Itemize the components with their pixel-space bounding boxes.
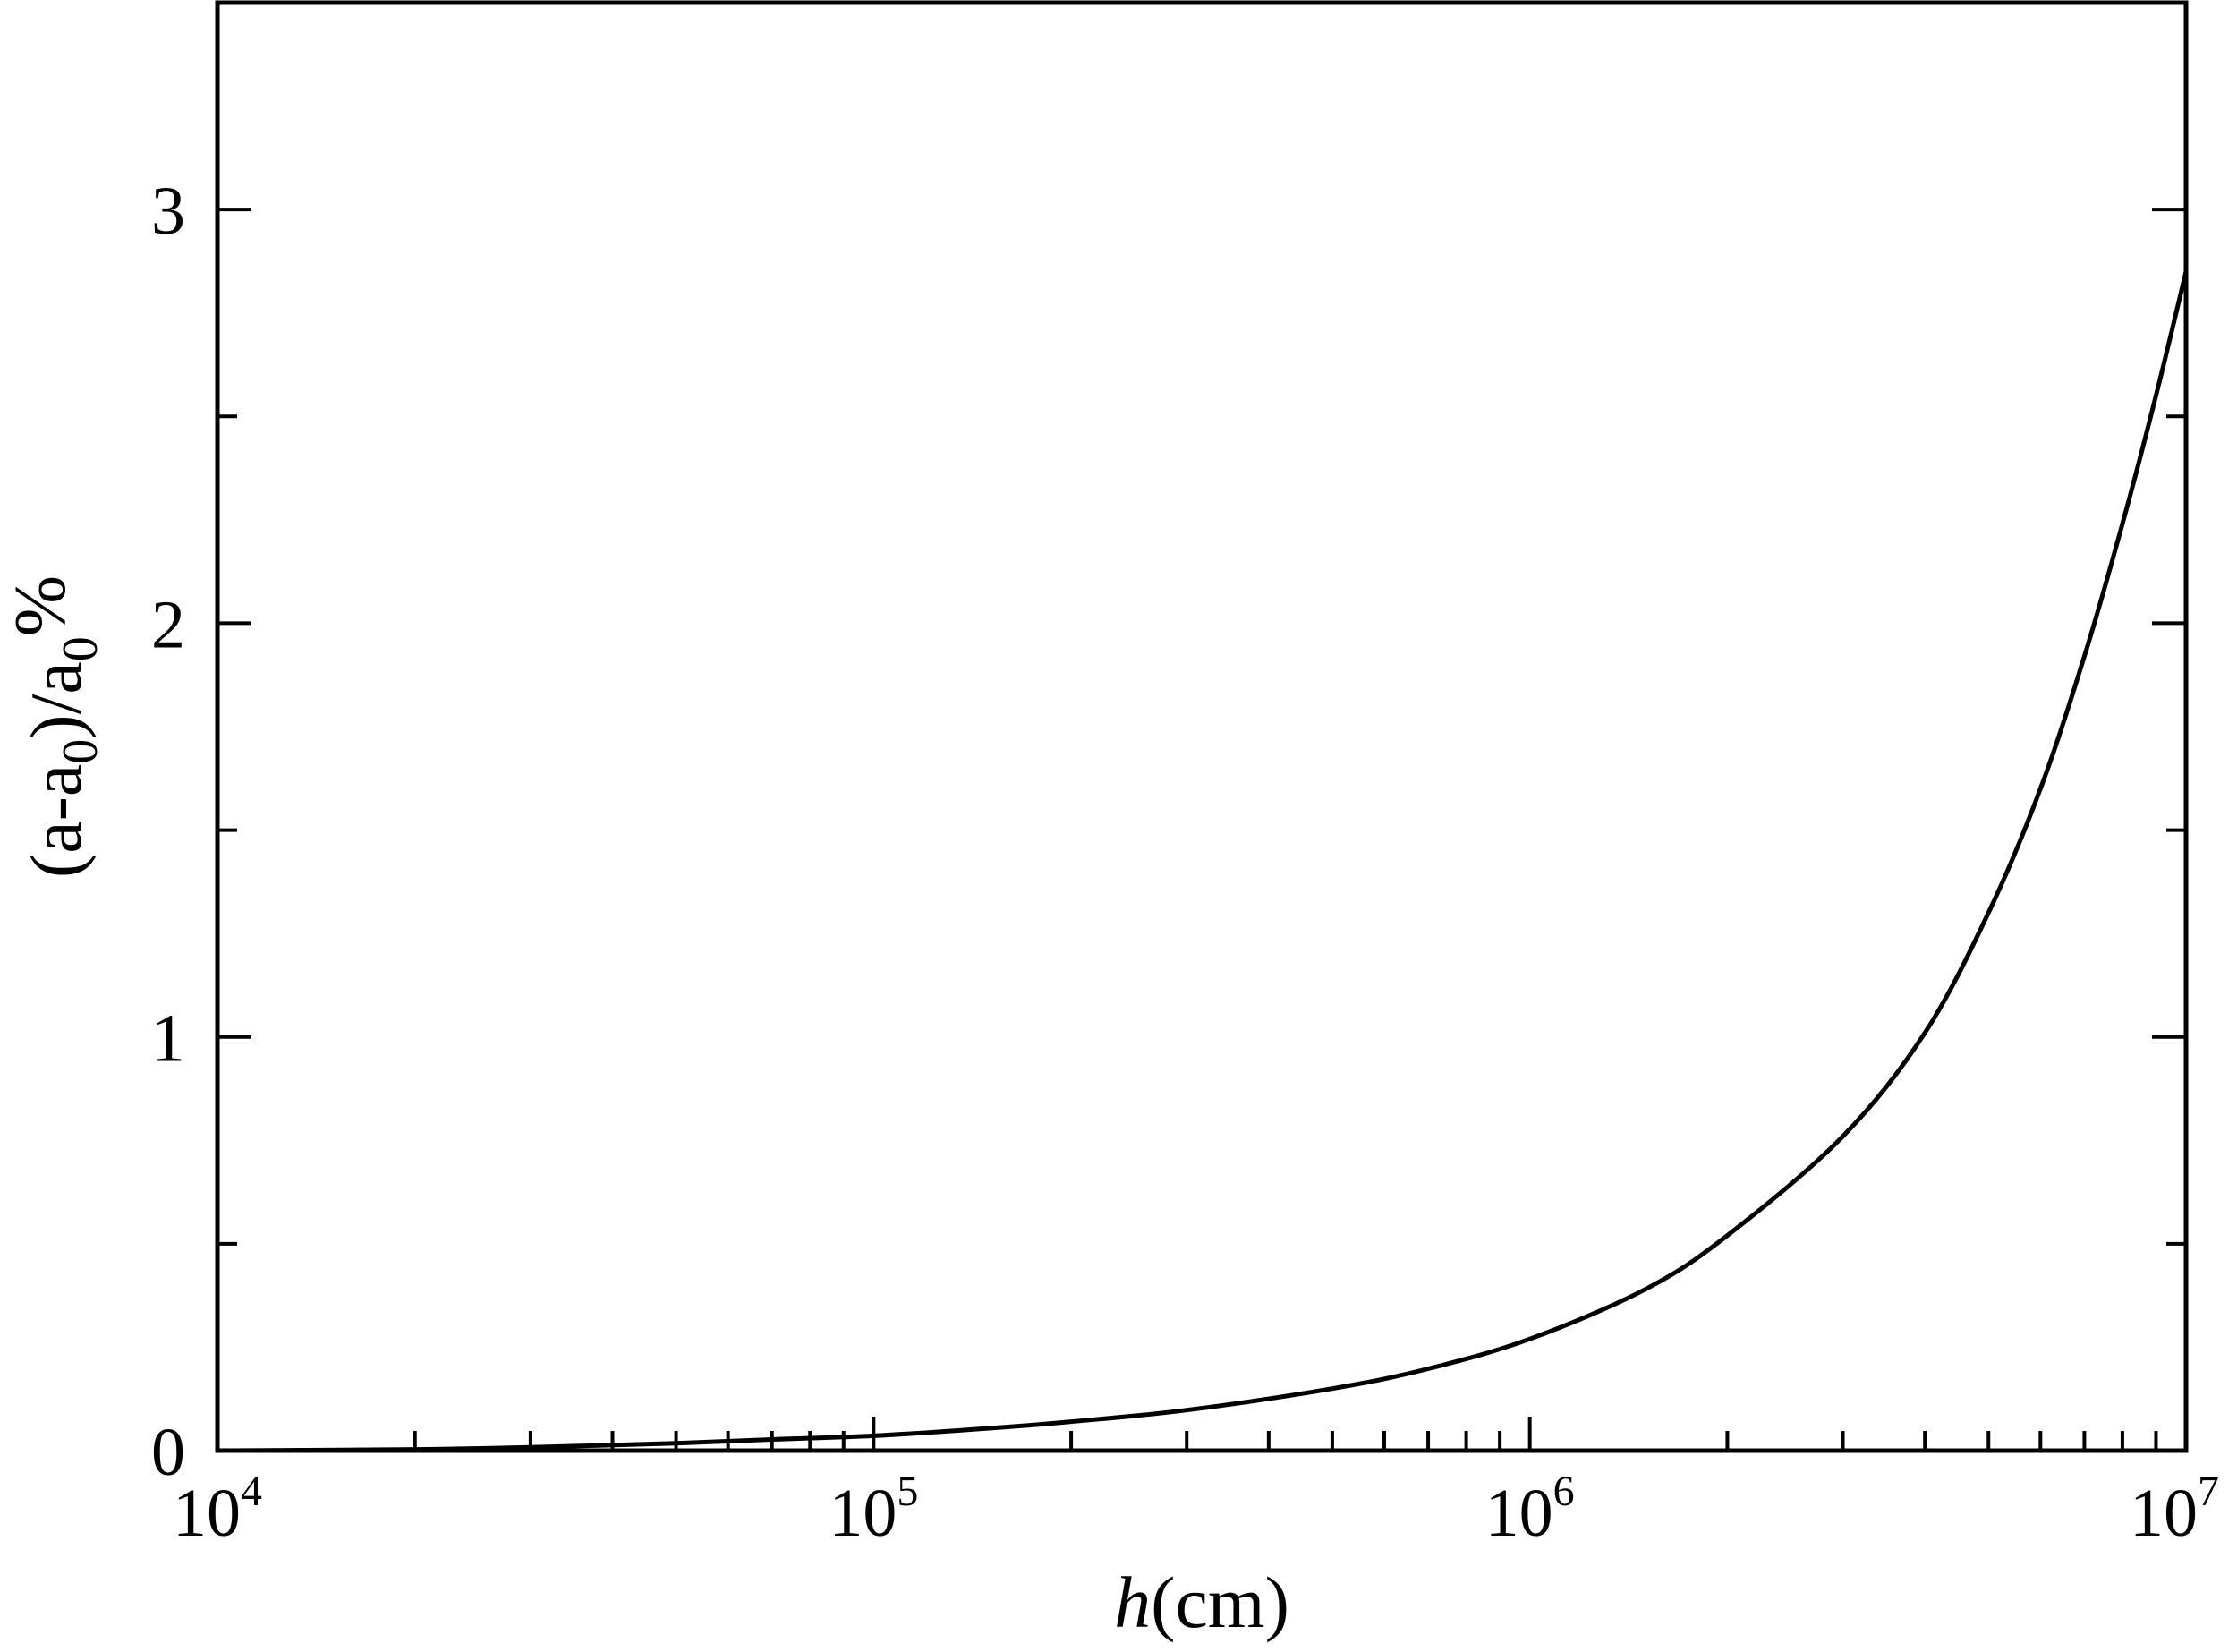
x-tick-label: 106 xyxy=(1485,1468,1575,1551)
x-axis-label: h(cm) xyxy=(1114,1562,1289,1643)
x-tick-label-base: 10 xyxy=(829,1476,897,1551)
series-line xyxy=(215,269,2189,1453)
y-tick-labels: 0 1 2 3 xyxy=(151,174,185,1490)
x-tick-label-base: 10 xyxy=(2130,1476,2198,1551)
y-axis-label-part1: (a-a xyxy=(15,764,97,878)
y-axis-label: (a-a0)/a0% xyxy=(0,575,108,878)
x-tick-label-base: 10 xyxy=(1485,1476,1553,1551)
x-tick-label: 104 xyxy=(173,1468,262,1551)
x-tick-label-exponent: 4 xyxy=(241,1468,262,1515)
x-tick-labels: 104 105 106 107 xyxy=(173,1468,2219,1551)
x-tick-label-base: 10 xyxy=(173,1476,241,1551)
x-tick-label: 105 xyxy=(829,1468,918,1551)
y-tick-label: 2 xyxy=(151,587,185,662)
y-tick-label: 3 xyxy=(151,174,185,249)
x-axis-label-var: h xyxy=(1114,1562,1151,1643)
y-axis-label-sub1: 0 xyxy=(53,739,108,764)
ticks-layer xyxy=(216,208,2188,1452)
x-tick-label-exponent: 5 xyxy=(897,1468,918,1515)
y-tick-label: 1 xyxy=(151,1001,185,1077)
x-tick-label-exponent: 7 xyxy=(2198,1468,2219,1515)
y-axis-label-part3: % xyxy=(0,575,81,636)
x-tick-label: 107 xyxy=(2130,1468,2219,1551)
x-axis-label-unit: (cm) xyxy=(1151,1562,1289,1643)
plot-frame xyxy=(215,0,2189,1453)
y-axis-label-sub2: 0 xyxy=(53,636,108,661)
x-tick-label-exponent: 6 xyxy=(1553,1468,1575,1515)
y-tick-label: 0 xyxy=(151,1415,185,1490)
y-axis-label-part2: )/a xyxy=(15,661,97,738)
